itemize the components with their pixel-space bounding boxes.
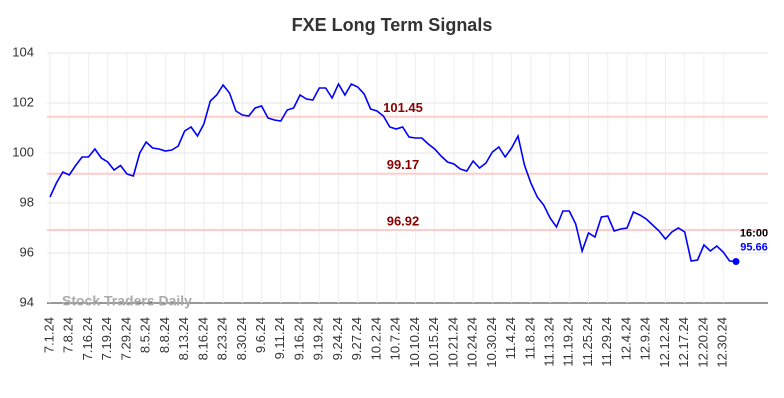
x-tick-label: 9.6.24 [253, 317, 268, 353]
x-tick-label: 11.19.24 [561, 317, 576, 367]
x-tick-label: 7.19.24 [99, 317, 114, 360]
x-tick-label: 11.13.24 [542, 317, 557, 367]
last-time: 16:00 [740, 227, 768, 239]
x-tick-label: 7.29.24 [118, 317, 133, 360]
x-tick-label: 9.11.24 [272, 317, 287, 359]
x-tick-label: 10.2.24 [368, 317, 383, 360]
x-tick-label: 7.16.24 [80, 317, 95, 360]
price-line [49, 82, 737, 263]
last-value: 95.66 [740, 241, 768, 253]
y-tick-label: 94 [20, 294, 34, 309]
x-tick-label: 12.17.24 [676, 317, 691, 368]
x-tick-label: 9.16.24 [291, 317, 306, 360]
chart-title: FXE Long Term Signals [292, 15, 493, 35]
x-tick-label: 8.16.24 [195, 317, 210, 360]
x-tick-label: 12.12.24 [657, 317, 672, 368]
x-tick-label: 11.8.24 [522, 317, 537, 359]
x-tick-label: 8.8.24 [157, 317, 172, 353]
x-tick-label: 9.27.24 [349, 317, 364, 360]
level-label: 99.17 [387, 157, 420, 172]
x-tick-label: 12.9.24 [638, 317, 653, 360]
x-tick-label: 10.15.24 [426, 317, 441, 368]
x-tick-label: 11.4.24 [503, 317, 518, 359]
y-tick-label: 104 [12, 44, 34, 59]
last-point [732, 258, 740, 265]
x-tick-label: 9.19.24 [311, 317, 326, 360]
y-tick-label: 96 [20, 244, 34, 259]
watermark: Stock Traders Daily [62, 293, 192, 309]
y-tick-label: 100 [12, 144, 34, 159]
level-label: 101.45 [383, 100, 423, 115]
x-tick-label: 11.25.24 [580, 317, 595, 367]
x-tick-label: 10.24.24 [465, 317, 480, 368]
x-tick-label: 8.13.24 [176, 317, 191, 360]
y-tick-label: 98 [20, 194, 34, 209]
x-tick-label: 8.23.24 [215, 317, 230, 360]
x-tick-label: 8.5.24 [138, 317, 153, 353]
x-tick-label: 9.24.24 [330, 317, 345, 360]
x-tick-label: 12.30.24 [715, 317, 730, 368]
x-tick-label: 8.30.24 [234, 317, 249, 360]
x-tick-label: 10.30.24 [484, 317, 499, 368]
x-tick-label: 7.8.24 [61, 317, 76, 353]
x-tick-label: 7.1.24 [41, 317, 56, 353]
x-tick-label: 12.4.24 [618, 317, 633, 360]
level-label: 96.92 [387, 213, 420, 228]
x-tick-label: 10.21.24 [445, 317, 460, 368]
y-tick-label: 102 [12, 94, 34, 109]
x-tick-label: 10.10.24 [407, 317, 422, 368]
x-tick-label: 11.29.24 [599, 317, 614, 367]
x-tick-label: 12.20.24 [695, 317, 710, 368]
x-tick-label: 10.7.24 [388, 317, 403, 360]
